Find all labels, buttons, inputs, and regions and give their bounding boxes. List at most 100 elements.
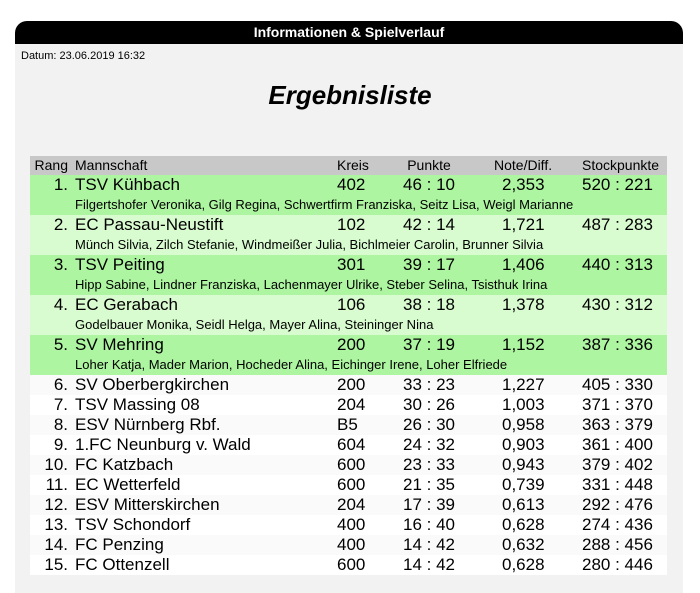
- punkte-cell: 46 : 10: [403, 175, 455, 194]
- result-row: 7. TSV Massing 08 204 30 : 26 1,003 371 : 370: [30, 395, 667, 415]
- team-cell: FC Ottenzell: [75, 555, 170, 574]
- note-cell: 1,378: [502, 295, 545, 314]
- team-cell: TSV Massing 08: [75, 395, 200, 414]
- rank-cell: 15.: [44, 555, 68, 574]
- kreis-cell: 301: [337, 255, 366, 274]
- punkte-cell: 38 : 18: [403, 295, 455, 314]
- stock-cell: 387 : 336: [582, 335, 653, 354]
- result-row: 15. FC Ottenzell 600 14 : 42 0,628 280 : 446: [30, 555, 667, 575]
- result-row: 6. SV Oberbergkirchen 200 33 : 23 1,227 405 :…: [30, 375, 667, 395]
- result-row: 14. FC Penzing 400 14 : 42 0,632 288 : 456: [30, 535, 667, 555]
- team-cell: FC Katzbach: [75, 455, 174, 474]
- stock-cell: 371 : 370: [582, 395, 653, 414]
- punkte-cell: 33 : 23: [403, 375, 455, 394]
- kreis-cell: 604: [337, 435, 366, 454]
- members-row: Loher Katja, Mader Marion, Hocheder Alin…: [30, 355, 667, 375]
- note-cell: 0,613: [502, 495, 545, 514]
- column-header: Kreis: [337, 157, 369, 173]
- note-cell: 1,152: [502, 335, 545, 354]
- note-cell: 0,628: [502, 515, 545, 534]
- result-row: 9. 1.FC Neunburg v. Wald 604 24 : 32 0,903 36…: [30, 435, 667, 455]
- kreis-cell: 204: [337, 495, 366, 514]
- team-cell: EC Wetterfeld: [75, 475, 181, 494]
- result-row: 11. EC Wetterfeld 600 21 : 35 0,739 331 : 448: [30, 475, 667, 495]
- rank-cell: 10.: [44, 455, 68, 474]
- stock-cell: 331 : 448: [582, 475, 653, 494]
- rank-cell: 7.: [53, 395, 68, 414]
- kreis-cell: 200: [337, 335, 366, 354]
- punkte-cell: 14 : 42: [403, 555, 455, 574]
- note-cell: 1,227: [502, 375, 545, 394]
- stock-cell: 520 : 221: [582, 175, 653, 194]
- members: Godelbauer Monika, Seidl Helga, Mayer Al…: [75, 317, 434, 332]
- kreis-cell: 200: [337, 375, 366, 394]
- members-row: Godelbauer Monika, Seidl Helga, Mayer Al…: [30, 315, 667, 335]
- stock-cell: 292 : 476: [582, 495, 653, 514]
- kreis-cell: 600: [337, 455, 366, 474]
- kreis-cell: B5: [337, 415, 358, 434]
- team-cell: TSV Peiting: [75, 255, 165, 274]
- rank-cell: 2.: [53, 215, 68, 234]
- punkte-cell: 30 : 26: [403, 395, 455, 414]
- header-bar: Informationen & Spielverlauf: [15, 21, 683, 44]
- kreis-cell: 600: [337, 555, 366, 574]
- rank-cell: 14.: [44, 535, 68, 554]
- team-cell: TSV Kühbach: [75, 175, 180, 194]
- stock-cell: 361 : 400: [582, 435, 653, 454]
- stock-cell: 405 : 330: [582, 375, 653, 394]
- members: Münch Silvia, Zilch Stefanie, Windmeißer…: [75, 237, 544, 252]
- note-cell: 0,739: [502, 475, 545, 494]
- header-row: Rang Mannschaft Kreis Punkte Note/Diff. Stock…: [30, 156, 667, 175]
- punkte-cell: 21 : 35: [403, 475, 455, 494]
- members: Filgertshofer Veronika, Gilg Regina, Sch…: [75, 197, 574, 212]
- team-cell: ESV Nürnberg Rbf.: [75, 415, 221, 434]
- kreis-cell: 106: [337, 295, 366, 314]
- note-cell: 2,353: [502, 175, 545, 194]
- column-header: Mannschaft: [75, 157, 148, 173]
- result-row: 8. ESV Nürnberg Rbf. B5 26 : 30 0,958 363 : 3…: [30, 415, 667, 435]
- stock-cell: 430 : 312: [582, 295, 653, 314]
- rank-cell: 13.: [44, 515, 68, 534]
- note-cell: 1,003: [502, 395, 545, 414]
- result-row: 10. FC Katzbach 600 23 : 33 0,943 379 : 402: [30, 455, 667, 475]
- result-row: 5. SV Mehring 200 37 : 19 1,152 387 : 336: [30, 335, 667, 355]
- punkte-cell: 39 : 17: [403, 255, 455, 274]
- rank-cell: 3.: [53, 255, 68, 274]
- members: Loher Katja, Mader Marion, Hocheder Alin…: [75, 357, 508, 372]
- stock-cell: 288 : 456: [582, 535, 653, 554]
- result-row: 13. TSV Schondorf 400 16 : 40 0,628 274 : 436: [30, 515, 667, 535]
- stock-cell: 363 : 379: [582, 415, 653, 434]
- note-cell: 0,943: [502, 455, 545, 474]
- result-row: 4. EC Gerabach 106 38 : 18 1,378 430 : 312: [30, 295, 667, 315]
- punkte-cell: 26 : 30: [403, 415, 455, 434]
- team-cell: FC Penzing: [75, 535, 164, 554]
- rank-cell: 6.: [53, 375, 68, 394]
- result-row: 2. EC Passau-Neustift 102 42 : 14 1,721 487 :…: [30, 215, 667, 235]
- team-cell: SV Oberbergkirchen: [75, 375, 230, 394]
- punkte-cell: 37 : 19: [403, 335, 455, 354]
- punkte-cell: 42 : 14: [403, 215, 455, 234]
- note-cell: 1,406: [502, 255, 545, 274]
- note-cell: 1,721: [502, 215, 545, 234]
- team-cell: EC Passau-Neustift: [75, 215, 224, 234]
- stock-cell: 274 : 436: [582, 515, 653, 534]
- rank-cell: 1.: [53, 175, 68, 194]
- rank-cell: 9.: [53, 435, 68, 454]
- punkte-cell: 23 : 33: [403, 455, 455, 474]
- kreis-cell: 102: [337, 215, 366, 234]
- result-row: 1. TSV Kühbach 402 46 : 10 2,353 520 : 221: [30, 175, 667, 195]
- note-cell: 0,903: [502, 435, 545, 454]
- kreis-cell: 400: [337, 535, 366, 554]
- kreis-cell: 204: [337, 395, 366, 414]
- rank-cell: 8.: [53, 415, 68, 434]
- stock-cell: 280 : 446: [582, 555, 653, 574]
- team-cell: SV Mehring: [75, 335, 164, 354]
- date: Datum: 23.06.2019 16:32: [21, 50, 146, 62]
- kreis-cell: 400: [337, 515, 366, 534]
- title: Ergebnisliste: [268, 80, 432, 110]
- team-cell: EC Gerabach: [75, 295, 178, 314]
- punkte-cell: 16 : 40: [403, 515, 455, 534]
- punkte-cell: 17 : 39: [403, 495, 455, 514]
- members-row: Hipp Sabine, Lindner Franziska, Lachenma…: [30, 275, 667, 295]
